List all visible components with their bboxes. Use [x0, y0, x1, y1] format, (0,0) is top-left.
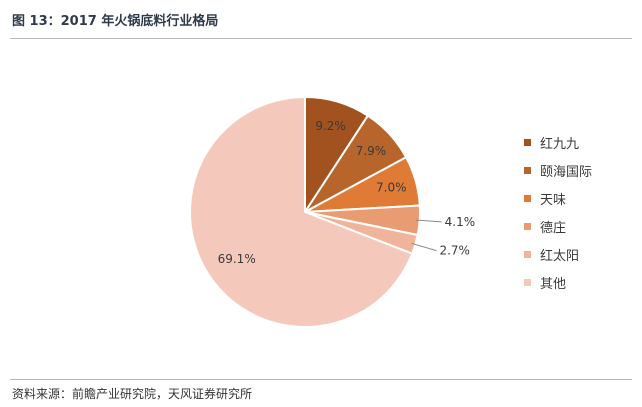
legend-swatch: [524, 278, 531, 286]
legend-swatch: [524, 194, 531, 202]
legend-label: 其他: [540, 276, 567, 292]
legend-item-4: 红太阳: [524, 240, 592, 268]
pie-value-label-4: 2.7%: [439, 244, 470, 258]
legend-item-1: 颐海国际: [524, 156, 592, 184]
pie-value-label-3: 4.1%: [445, 215, 476, 229]
pie-value-label-2: 7.0%: [376, 181, 407, 195]
chart-legend: 红九九颐海国际天味德庄红太阳其他: [524, 128, 592, 296]
legend-label: 颐海国际: [540, 164, 593, 180]
pie-value-label-0: 9.2%: [315, 119, 346, 133]
pie-leader-line-3: [415, 219, 442, 223]
legend-item-2: 天味: [524, 184, 592, 212]
legend-swatch: [524, 166, 531, 174]
legend-item-0: 红九九: [524, 128, 592, 156]
legend-swatch: [524, 222, 531, 230]
legend-label: 红太阳: [540, 248, 580, 264]
pie-value-label-1: 7.9%: [356, 144, 387, 158]
legend-label: 红九九: [540, 136, 580, 152]
source-divider: [10, 379, 632, 380]
pie-leader-line-4: [411, 242, 437, 252]
pie-slice-5: [189, 95, 414, 328]
title-divider: [10, 38, 632, 39]
legend-swatch: [524, 250, 531, 258]
legend-item-3: 德庄: [524, 212, 592, 240]
pie-slices: [189, 95, 421, 328]
pie-labels: 9.2% 7.9% 7.0% 4.1% 2.7% 69.1%: [218, 119, 476, 266]
pie-chart: 9.2% 7.9% 7.0% 4.1% 2.7% 69.1%: [189, 95, 476, 328]
legend-swatch: [524, 138, 531, 146]
source-note: 资料来源：前瞻产业研究院，天风证券研究所: [12, 387, 253, 401]
legend-label: 德庄: [540, 220, 567, 236]
pie-value-label-5: 69.1%: [218, 252, 256, 266]
figure-title: 图 13：2017 年火锅底料行业格局: [12, 14, 219, 29]
legend-label: 天味: [540, 192, 567, 208]
legend-item-5: 其他: [524, 268, 592, 296]
